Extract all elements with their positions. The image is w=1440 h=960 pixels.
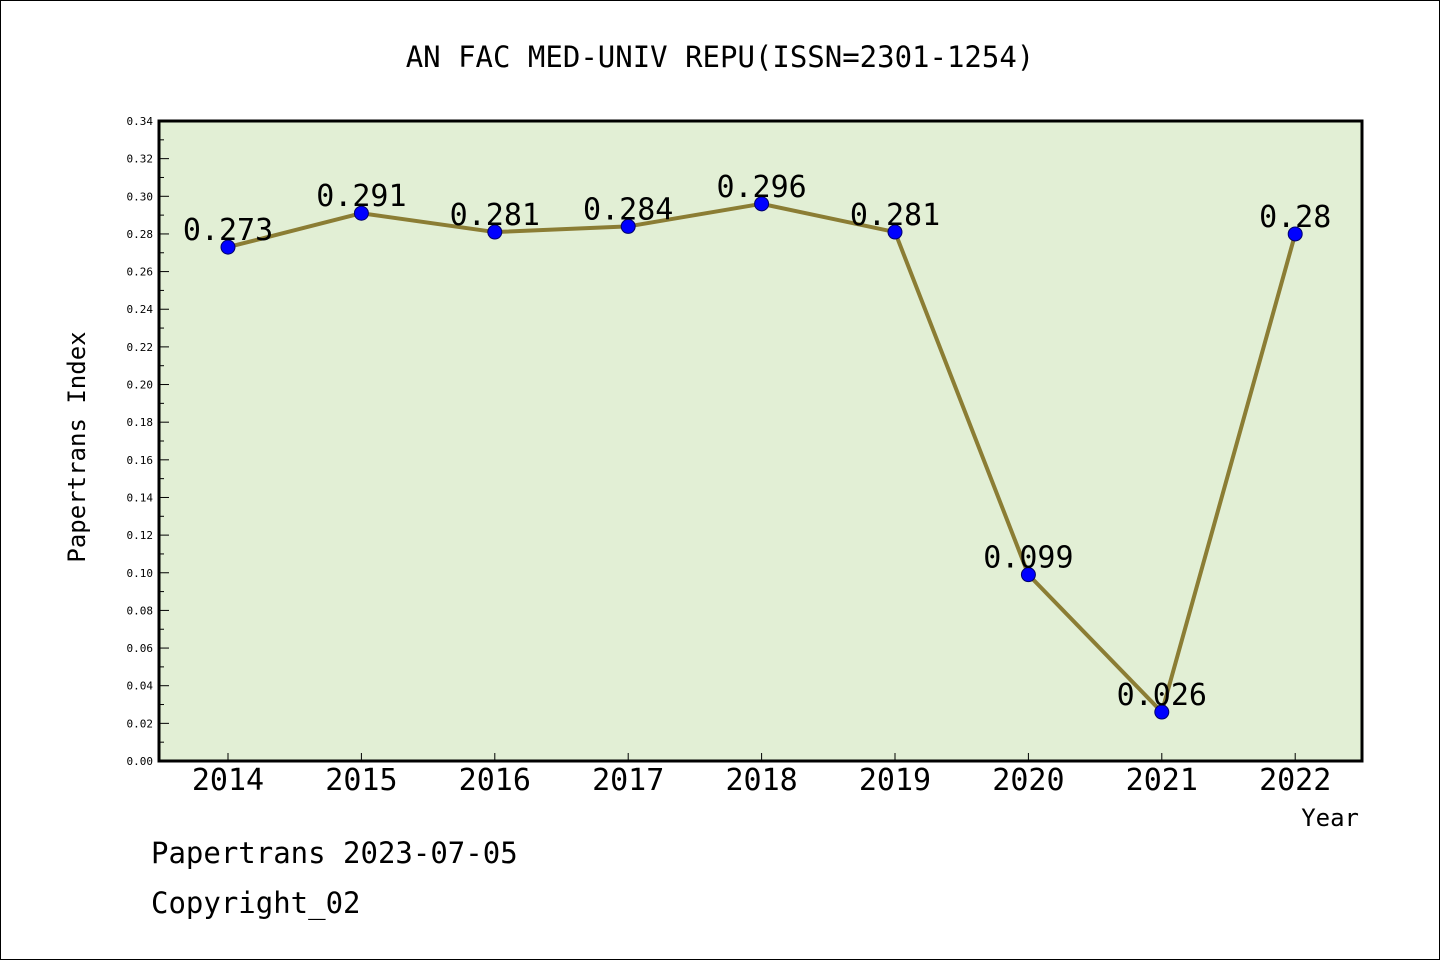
chart-title: AN FAC MED-UNIV REPU(ISSN=2301-1254) xyxy=(406,40,1035,74)
x-tick-label: 2014 xyxy=(192,763,264,798)
y-axis-label: Papertrans Index xyxy=(63,331,91,562)
data-label: 0.291 xyxy=(316,179,406,214)
y-tick-label: 0.16 xyxy=(127,454,154,467)
y-tick-label: 0.32 xyxy=(127,153,154,166)
plot-frame xyxy=(157,119,1364,763)
data-label: 0.28 xyxy=(1259,200,1331,235)
y-tick-label: 0.08 xyxy=(127,604,154,617)
x-axis-label: Year xyxy=(1301,804,1359,832)
y-tick-label: 0.12 xyxy=(127,529,154,542)
x-tick-label: 2016 xyxy=(459,763,531,798)
data-point xyxy=(1020,567,1036,583)
data-point xyxy=(887,224,903,240)
y-tick-label: 0.20 xyxy=(127,379,154,392)
plot-area xyxy=(159,121,1362,761)
data-label: 0.273 xyxy=(183,213,273,248)
data-label: 0.284 xyxy=(583,192,673,227)
x-tick-label: 2020 xyxy=(992,763,1064,798)
x-tick-label: 2019 xyxy=(859,763,931,798)
y-tick-label: 0.24 xyxy=(127,303,154,316)
x-tick-label: 2021 xyxy=(1126,763,1198,798)
data-label: 0.281 xyxy=(850,198,940,233)
data-point xyxy=(220,239,236,255)
data-point xyxy=(1287,226,1303,242)
y-tick-label: 0.06 xyxy=(127,642,154,655)
y-tick-label: 0.22 xyxy=(127,341,154,354)
y-tick-label: 0.04 xyxy=(127,680,154,693)
data-label: 0.099 xyxy=(983,541,1073,576)
data-label: 0.281 xyxy=(450,198,540,233)
x-tick-label: 2022 xyxy=(1259,763,1331,798)
y-tick-label: 0.02 xyxy=(127,717,154,730)
footer-credit: Papertrans 2023-07-05 xyxy=(151,836,518,870)
x-tick-label: 2017 xyxy=(592,763,664,798)
y-tick-label: 0.10 xyxy=(127,567,154,580)
y-tick-label: 0.28 xyxy=(127,228,154,241)
data-label: 0.296 xyxy=(716,170,806,205)
data-point xyxy=(487,224,503,240)
data-point xyxy=(353,205,369,221)
y-tick-label: 0.30 xyxy=(127,190,154,203)
data-label: 0.026 xyxy=(1117,678,1207,713)
data-point xyxy=(620,218,636,234)
y-tick-label: 0.34 xyxy=(127,115,154,128)
y-tick-label: 0.00 xyxy=(127,755,154,768)
data-point xyxy=(754,196,770,212)
y-tick-label: 0.14 xyxy=(127,491,154,504)
x-tick-label: 2018 xyxy=(725,763,797,798)
data-point xyxy=(1154,704,1170,720)
x-tick-label: 2015 xyxy=(325,763,397,798)
y-tick-label: 0.26 xyxy=(127,266,154,279)
footer-copyright: Copyright_02 xyxy=(151,886,361,920)
y-tick-label: 0.18 xyxy=(127,416,154,429)
